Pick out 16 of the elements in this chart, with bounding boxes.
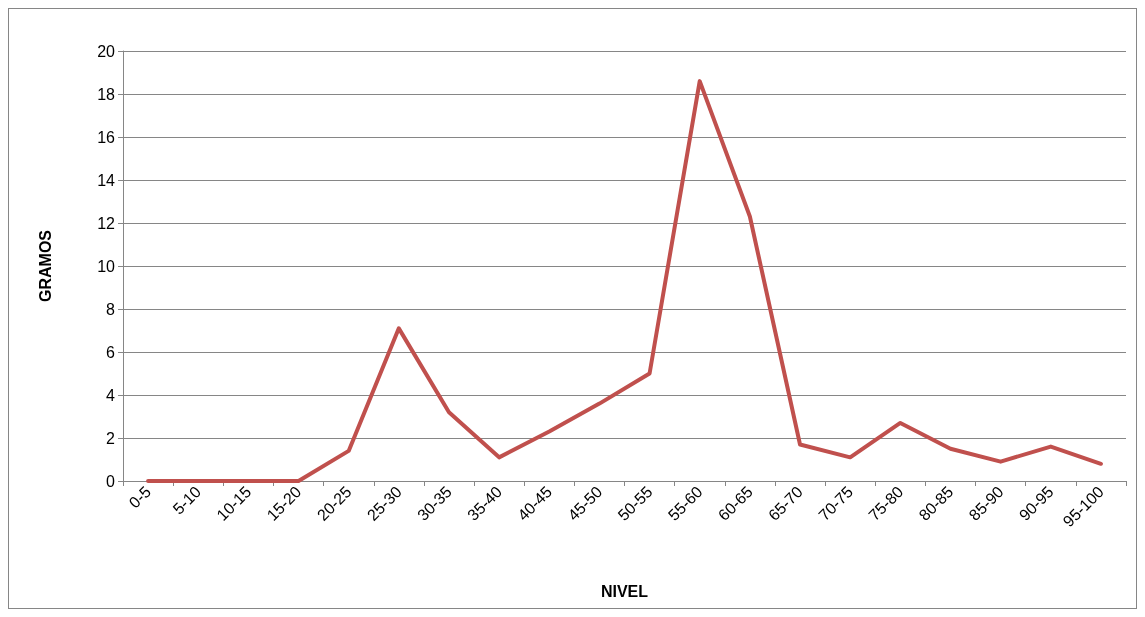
y-tick-label: 8 <box>106 300 116 318</box>
y-tick-label: 16 <box>97 128 116 146</box>
y-tick-label: 0 <box>106 472 116 490</box>
x-axis-title: NIVEL <box>600 582 649 600</box>
y-tick-label: 2 <box>106 429 116 447</box>
y-axis-title: GRAMOS <box>36 229 54 302</box>
y-tick-label: 12 <box>97 214 116 232</box>
line-series <box>146 79 1103 483</box>
y-tick-label: 10 <box>97 257 116 275</box>
y-tick-label: 6 <box>106 343 116 361</box>
y-tick-label: 18 <box>97 85 116 103</box>
y-tick-label: 20 <box>97 42 116 60</box>
x-tick-label: 5-10 <box>169 482 205 518</box>
y-tick-label: 14 <box>97 171 116 189</box>
y-tick-label: 4 <box>106 386 116 404</box>
x-tick-label: 0-5 <box>125 482 155 512</box>
